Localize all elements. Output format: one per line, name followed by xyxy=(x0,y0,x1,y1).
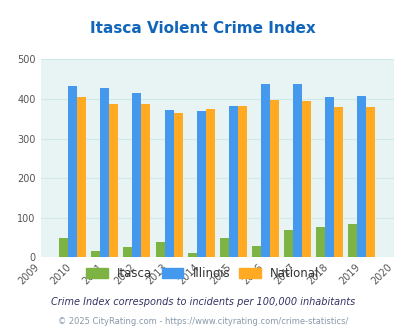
Bar xyxy=(164,110,173,257)
Bar xyxy=(123,247,132,257)
Bar xyxy=(365,107,374,257)
Bar xyxy=(324,97,333,257)
Bar xyxy=(173,113,182,257)
Bar xyxy=(219,238,228,257)
Bar xyxy=(77,97,86,257)
Bar xyxy=(260,84,269,257)
Bar xyxy=(187,253,196,257)
Bar xyxy=(315,226,324,257)
Bar xyxy=(91,251,100,257)
Bar xyxy=(347,224,356,257)
Text: © 2025 CityRating.com - https://www.cityrating.com/crime-statistics/: © 2025 CityRating.com - https://www.city… xyxy=(58,317,347,326)
Bar xyxy=(59,238,68,257)
Bar xyxy=(301,101,310,257)
Bar xyxy=(100,88,109,257)
Bar xyxy=(333,107,342,257)
Bar xyxy=(228,106,237,257)
Bar xyxy=(356,96,365,257)
Bar xyxy=(251,246,260,257)
Legend: Itasca, Illinois, National: Itasca, Illinois, National xyxy=(84,265,321,283)
Bar xyxy=(132,93,141,257)
Text: Itasca Violent Crime Index: Itasca Violent Crime Index xyxy=(90,21,315,36)
Bar xyxy=(269,100,278,257)
Bar xyxy=(205,109,214,257)
Bar xyxy=(284,230,292,257)
Bar xyxy=(155,242,164,257)
Bar xyxy=(237,106,246,257)
Bar xyxy=(109,104,118,257)
Bar xyxy=(68,86,77,257)
Bar xyxy=(141,104,150,257)
Bar xyxy=(292,84,301,257)
Bar xyxy=(196,111,205,257)
Text: Crime Index corresponds to incidents per 100,000 inhabitants: Crime Index corresponds to incidents per… xyxy=(51,297,354,307)
